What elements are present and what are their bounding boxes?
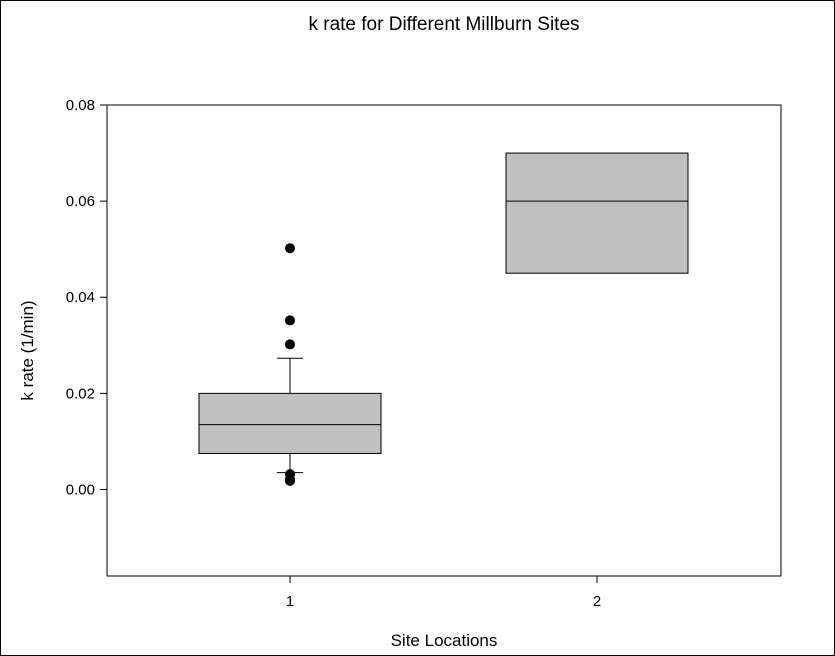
y-tick-label: 0.06: [66, 193, 95, 210]
y-tick-label: 0.08: [66, 97, 95, 114]
chart-title: k rate for Different Millburn Sites: [308, 14, 579, 35]
y-tick-label: 0.00: [66, 481, 95, 498]
box-iqr: [198, 392, 382, 454]
y-tick-label: 0.02: [66, 385, 95, 402]
plot-area: [106, 104, 782, 577]
x-axis-label: Site Locations: [391, 631, 498, 650]
y-axis-label: k rate (1/min): [18, 300, 37, 400]
y-tick-label: 0.04: [66, 289, 95, 306]
chart-marks: 0.00 0.02 0.04 0.06 0.08 1 2: [66, 97, 689, 610]
outlier-point: [285, 315, 295, 326]
box-iqr: [505, 152, 689, 274]
outlier-point: [285, 339, 295, 350]
x-tick-label: 2: [593, 593, 601, 610]
x-tick-label: 1: [286, 593, 294, 610]
outlier-point: [285, 243, 295, 254]
outlier-point: [285, 475, 295, 486]
